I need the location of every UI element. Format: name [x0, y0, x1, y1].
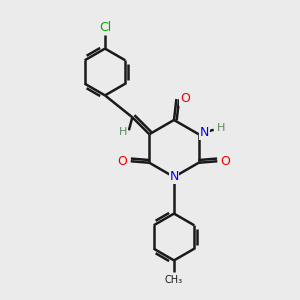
Text: H: H [217, 123, 225, 133]
Text: N: N [200, 126, 209, 139]
Text: H: H [119, 127, 127, 137]
Text: Cl: Cl [99, 21, 111, 34]
Text: O: O [180, 92, 190, 106]
Text: CH₃: CH₃ [165, 275, 183, 285]
Text: O: O [221, 155, 231, 168]
Text: N: N [169, 170, 179, 184]
Text: O: O [117, 155, 127, 168]
